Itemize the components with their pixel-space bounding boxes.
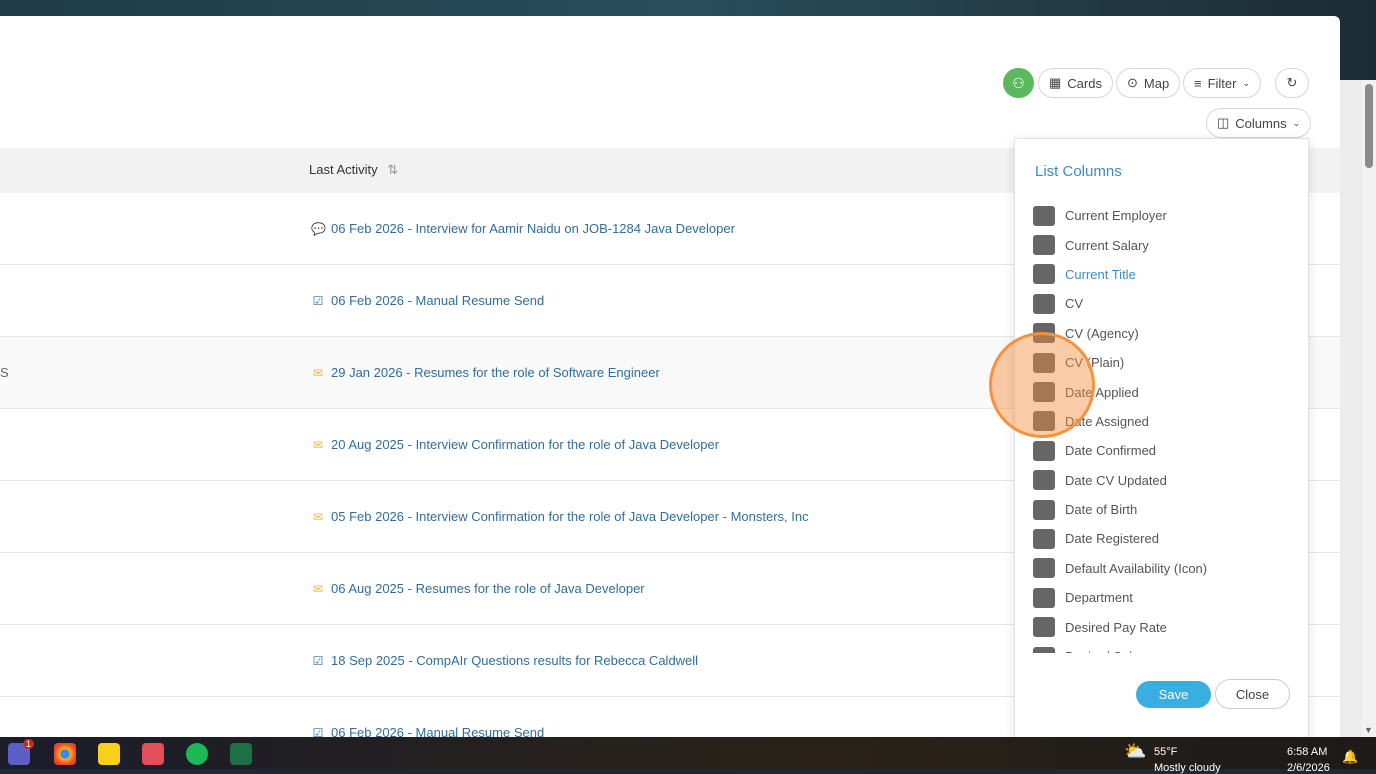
refresh-button[interactable]: ↻ xyxy=(1275,68,1309,98)
column-option[interactable]: Default Availability (Icon) xyxy=(1033,554,1293,583)
cursor-highlight xyxy=(989,332,1095,438)
table-row[interactable]: ✉ 06 Aug 2025 - Resumes for the role of J… xyxy=(0,553,1340,625)
filter-button[interactable]: ≡ Filter ⌄ xyxy=(1183,68,1262,98)
filter-icon: ≡ xyxy=(1194,75,1202,91)
last-activity-link[interactable]: ✉ 20 Aug 2025 - Interview Confirmation fo… xyxy=(312,437,720,452)
last-activity-link[interactable]: ✉ 06 Aug 2025 - Resumes for the role of J… xyxy=(312,581,645,596)
map-pin-icon: ⊙ xyxy=(1127,75,1138,90)
last-activity-link[interactable]: ✉ 05 Feb 2026 - Interview Confirmation fo… xyxy=(312,509,809,524)
table-row[interactable]: ☑ 06 Feb 2026 - Manual Resume Send xyxy=(0,265,1340,337)
column-option[interactable]: Desired Pay Rate xyxy=(1033,612,1293,641)
column-checkbox[interactable] xyxy=(1033,205,1055,226)
clock-time[interactable]: 6:58 AM xyxy=(1287,746,1328,758)
panel-title: List Columns xyxy=(1035,163,1122,180)
chrome-icon[interactable] xyxy=(54,743,76,765)
column-checkbox[interactable] xyxy=(1033,264,1055,285)
task-check-icon: ☑ xyxy=(312,653,324,668)
column-option[interactable]: CV xyxy=(1033,289,1293,318)
spotify-icon[interactable] xyxy=(186,743,208,765)
column-checkbox[interactable] xyxy=(1033,470,1055,491)
candidate-view-button[interactable]: ⚇ xyxy=(1003,68,1034,98)
column-option[interactable]: Department xyxy=(1033,583,1293,612)
columns-icon: ◫ xyxy=(1217,115,1230,130)
task-check-icon: ☑ xyxy=(312,725,324,738)
last-activity-link[interactable]: ☑ 06 Feb 2026 - Manual Resume Send xyxy=(311,725,545,738)
row-cell: S xyxy=(0,365,9,380)
column-option[interactable]: Date Confirmed xyxy=(1033,436,1293,465)
taskbar: 1 ⛅ 55°F Mostly cloudy 6:58 AM 2/6/2026 … xyxy=(0,737,1376,774)
scrollbar-thumb[interactable] xyxy=(1365,84,1373,168)
refresh-icon: ↻ xyxy=(1286,75,1298,90)
clock-date[interactable]: 2/6/2026 xyxy=(1287,762,1330,774)
scrollbar[interactable]: ▼ xyxy=(1362,80,1376,737)
chat-icon: 💬 xyxy=(311,221,326,236)
mail-icon: ✉ xyxy=(312,509,324,524)
notification-icon[interactable]: 🔔 xyxy=(1342,749,1359,764)
weather-desc[interactable]: Mostly cloudy xyxy=(1154,762,1221,774)
column-option[interactable]: Date of Birth xyxy=(1033,495,1293,524)
chevron-down-icon: ⌄ xyxy=(1242,77,1251,88)
column-header-last-activity[interactable]: Last Activity ⇅ xyxy=(309,162,399,177)
column-checkbox[interactable] xyxy=(1033,646,1055,653)
last-activity-link[interactable]: ☑ 18 Sep 2025 - CompAIr Questions results… xyxy=(312,653,699,668)
column-option[interactable]: Date Registered xyxy=(1033,524,1293,553)
chevron-down-icon: ⌄ xyxy=(1292,117,1301,128)
close-button[interactable]: Close xyxy=(1215,679,1290,709)
column-option[interactable]: Date CV Updated xyxy=(1033,466,1293,495)
mail-icon: ✉ xyxy=(312,365,324,380)
last-activity-link[interactable]: ✉ 29 Jan 2026 - Resumes for the role of S… xyxy=(312,365,660,380)
column-option[interactable]: Current Salary xyxy=(1033,230,1293,259)
map-button[interactable]: ⊙ Map xyxy=(1116,68,1181,98)
people-icon: ⚇ xyxy=(1012,74,1025,91)
column-checkbox[interactable] xyxy=(1033,558,1055,579)
mail-icon: ✉ xyxy=(312,437,324,452)
column-option[interactable]: Current Employer xyxy=(1033,201,1293,230)
columns-button[interactable]: ◫ Columns ⌄ xyxy=(1206,108,1312,138)
column-checkbox[interactable] xyxy=(1033,617,1055,638)
table-row[interactable]: 💬 06 Feb 2026 - Interview for Aamir Naidu… xyxy=(0,193,1340,265)
column-checkbox[interactable] xyxy=(1033,587,1055,608)
table-row[interactable]: ☑ 18 Sep 2025 - CompAIr Questions results… xyxy=(0,625,1340,697)
list-columns-panel: List Columns Current Employer Current Sal… xyxy=(1014,138,1309,738)
column-checkbox[interactable] xyxy=(1033,528,1055,549)
sort-icon[interactable]: ⇅ xyxy=(387,162,399,177)
sticky-notes-icon[interactable] xyxy=(98,743,120,765)
column-option[interactable]: Desired Salary xyxy=(1033,642,1293,653)
weather-temp[interactable]: 55°F xyxy=(1154,746,1178,758)
weather-icon: ⛅ xyxy=(1124,741,1147,761)
last-activity-link[interactable]: 💬 06 Feb 2026 - Interview for Aamir Naidu… xyxy=(311,221,735,236)
column-option[interactable]: Current Title xyxy=(1033,260,1293,289)
scroll-down-arrow[interactable]: ▼ xyxy=(1364,725,1373,735)
column-list[interactable]: Current Employer Current Salary Current Ti… xyxy=(1033,201,1293,653)
task-check-icon: ☑ xyxy=(312,293,324,308)
column-checkbox[interactable] xyxy=(1033,499,1055,520)
save-button[interactable]: Save xyxy=(1136,681,1211,708)
table-row[interactable]: ✉ 05 Feb 2026 - Interview Confirmation fo… xyxy=(0,481,1340,553)
column-checkbox[interactable] xyxy=(1033,293,1055,314)
grid-icon: ▦ xyxy=(1049,75,1062,90)
teams-icon[interactable]: 1 xyxy=(8,739,34,765)
excel-icon[interactable] xyxy=(230,743,252,765)
mail-icon: ✉ xyxy=(312,581,324,596)
last-activity-link[interactable]: ☑ 06 Feb 2026 - Manual Resume Send xyxy=(312,293,545,308)
todo-app-icon[interactable] xyxy=(142,743,164,765)
cards-button[interactable]: ▦ Cards xyxy=(1038,68,1113,98)
table-row[interactable]: ✉ 20 Aug 2025 - Interview Confirmation fo… xyxy=(0,409,1340,481)
column-checkbox[interactable] xyxy=(1033,440,1055,461)
table-row[interactable]: ☑ 06 Feb 2026 - Manual Resume Send xyxy=(0,697,1340,737)
column-checkbox[interactable] xyxy=(1033,235,1055,256)
